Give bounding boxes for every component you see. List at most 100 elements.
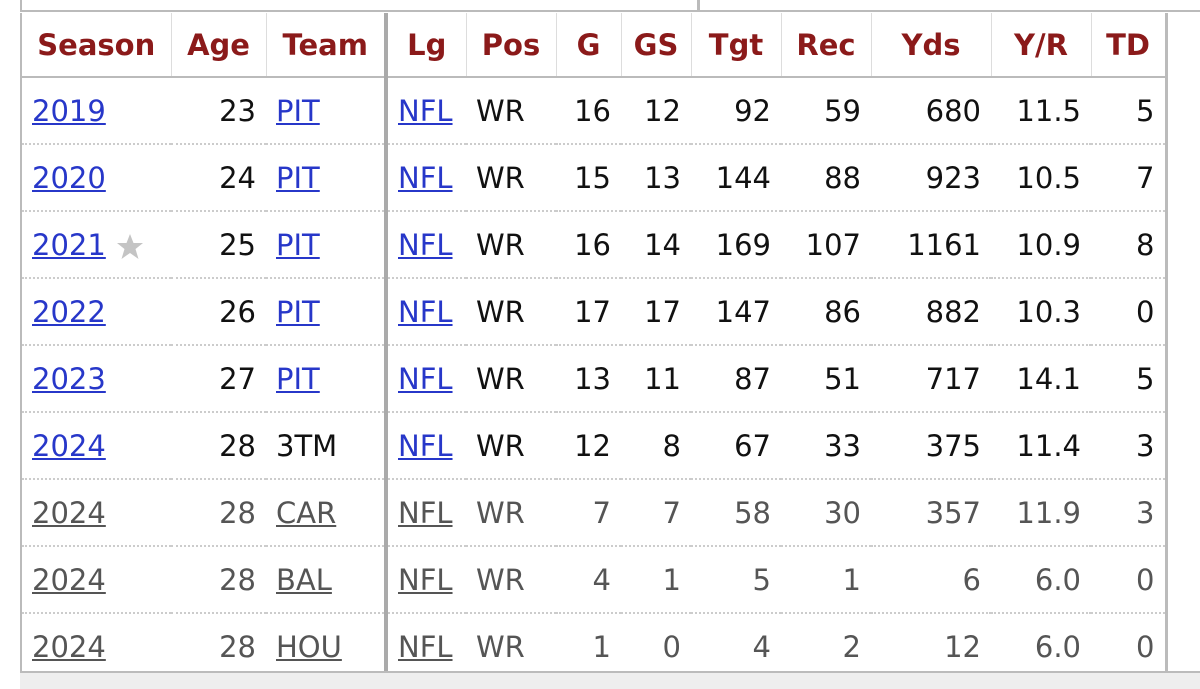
link[interactable]: PIT bbox=[276, 227, 320, 262]
link[interactable]: BAL bbox=[276, 562, 332, 597]
cell: 2024 bbox=[21, 546, 171, 614]
cell: 12 bbox=[621, 77, 691, 145]
cell: 24 bbox=[171, 144, 266, 212]
link[interactable]: 2022 bbox=[32, 294, 106, 329]
column-header[interactable]: Y/R bbox=[991, 13, 1092, 78]
link[interactable]: NFL bbox=[398, 562, 453, 597]
cell: HOU bbox=[266, 613, 388, 681]
cell: 2024 bbox=[21, 613, 171, 681]
cell: 28 bbox=[171, 412, 266, 480]
link[interactable]: PIT bbox=[276, 93, 320, 128]
cell: 4 bbox=[556, 546, 621, 614]
cell: 680 bbox=[871, 77, 991, 145]
link[interactable]: 2023 bbox=[32, 361, 106, 396]
cell: 169 bbox=[691, 211, 781, 279]
link[interactable]: NFL bbox=[398, 93, 453, 128]
cell-text: 0 bbox=[1136, 562, 1155, 597]
cell-text: 6.0 bbox=[1034, 629, 1081, 664]
top-border bbox=[20, 0, 700, 12]
cell-text: 10.5 bbox=[1016, 160, 1081, 195]
cell: NFL bbox=[386, 211, 466, 279]
column-header[interactable]: Tgt bbox=[691, 13, 782, 78]
link[interactable]: HOU bbox=[276, 629, 342, 664]
cell: 8 bbox=[621, 412, 691, 480]
cell-text: 5 bbox=[1136, 93, 1155, 128]
cell-text: 8 bbox=[1136, 227, 1155, 262]
cell-text: 10.3 bbox=[1016, 294, 1081, 329]
cell: 28 bbox=[171, 613, 266, 681]
cell-text: 12 bbox=[944, 629, 981, 664]
column-header[interactable]: Pos bbox=[466, 13, 557, 78]
cell-text: 14.1 bbox=[1016, 361, 1081, 396]
pro-bowl-star bbox=[116, 233, 143, 259]
cell: 7 bbox=[621, 479, 691, 547]
link[interactable]: 2024 bbox=[32, 428, 106, 463]
cell: 28 bbox=[171, 546, 266, 614]
cell-text: 0 bbox=[1136, 629, 1155, 664]
column-header[interactable]: Rec bbox=[781, 13, 872, 78]
link[interactable]: PIT bbox=[276, 160, 320, 195]
cell: 10.3 bbox=[991, 278, 1091, 346]
column-header[interactable]: Yds bbox=[871, 13, 992, 78]
cell-text: 1 bbox=[662, 562, 681, 597]
cell: 14 bbox=[621, 211, 691, 279]
link[interactable]: PIT bbox=[276, 361, 320, 396]
column-header[interactable]: Age bbox=[171, 13, 267, 78]
cell: 25 bbox=[171, 211, 266, 279]
cell: 8 bbox=[1091, 211, 1166, 279]
cell: 107 bbox=[781, 211, 871, 279]
link[interactable]: NFL bbox=[398, 160, 453, 195]
link[interactable]: NFL bbox=[398, 428, 453, 463]
cell: 6.0 bbox=[991, 546, 1091, 614]
cell-text: 92 bbox=[734, 93, 771, 128]
column-header[interactable]: GS bbox=[621, 13, 692, 78]
top-border bbox=[697, 0, 1200, 12]
link[interactable]: PIT bbox=[276, 294, 320, 329]
cell: PIT bbox=[266, 278, 388, 346]
data-row: 2020 24 PIT NFL WR 15 13 144 88 923 10.5 7 bbox=[21, 144, 1166, 212]
link[interactable]: 2019 bbox=[32, 93, 106, 128]
cell-text: 4 bbox=[592, 562, 611, 597]
link[interactable]: NFL bbox=[398, 629, 453, 664]
column-header[interactable]: TD bbox=[1091, 13, 1167, 78]
link[interactable]: NFL bbox=[398, 495, 453, 530]
column-header[interactable]: Team bbox=[266, 13, 388, 78]
column-header[interactable]: Lg bbox=[386, 13, 467, 78]
cell: 147 bbox=[691, 278, 781, 346]
cell: 58 bbox=[691, 479, 781, 547]
link[interactable]: 2024 bbox=[32, 562, 106, 597]
cell: NFL bbox=[386, 412, 466, 480]
cell-text: 1161 bbox=[907, 227, 981, 262]
cell-text: 86 bbox=[824, 294, 861, 329]
cell: WR bbox=[466, 613, 556, 681]
link[interactable]: NFL bbox=[398, 294, 453, 329]
table-body: 2019 23 PIT NFL WR 16 12 92 59 680 11.5 5 2020 24 PIT N… bbox=[21, 77, 1166, 681]
cell: 67 bbox=[691, 412, 781, 480]
cell-text: 147 bbox=[715, 294, 771, 329]
cell: 10.9 bbox=[991, 211, 1091, 279]
cell: 1 bbox=[556, 613, 621, 681]
cell: 30 bbox=[781, 479, 871, 547]
cell: 357 bbox=[871, 479, 991, 547]
link[interactable]: 2020 bbox=[32, 160, 106, 195]
cell-text: 12 bbox=[574, 428, 611, 463]
cell-text: 717 bbox=[925, 361, 981, 396]
cell-text: 8 bbox=[662, 428, 681, 463]
column-header[interactable]: G bbox=[556, 13, 622, 78]
link[interactable]: CAR bbox=[276, 495, 337, 530]
link[interactable]: 2024 bbox=[32, 495, 106, 530]
cell: 11.5 bbox=[991, 77, 1091, 145]
link[interactable]: 2021 bbox=[32, 227, 106, 262]
cell: 11.4 bbox=[991, 412, 1091, 480]
data-row: 2023 27 PIT NFL WR 13 11 87 51 717 14.1 5 bbox=[21, 345, 1166, 413]
cell-text: 25 bbox=[219, 227, 256, 262]
cell: CAR bbox=[266, 479, 388, 547]
cell: 51 bbox=[781, 345, 871, 413]
link[interactable]: 2024 bbox=[32, 629, 106, 664]
column-header[interactable]: Season bbox=[21, 13, 172, 78]
cell-text: 680 bbox=[925, 93, 981, 128]
cell-text: 7 bbox=[662, 495, 681, 530]
link[interactable]: NFL bbox=[398, 227, 453, 262]
cell-text: 2 bbox=[842, 629, 861, 664]
link[interactable]: NFL bbox=[398, 361, 453, 396]
